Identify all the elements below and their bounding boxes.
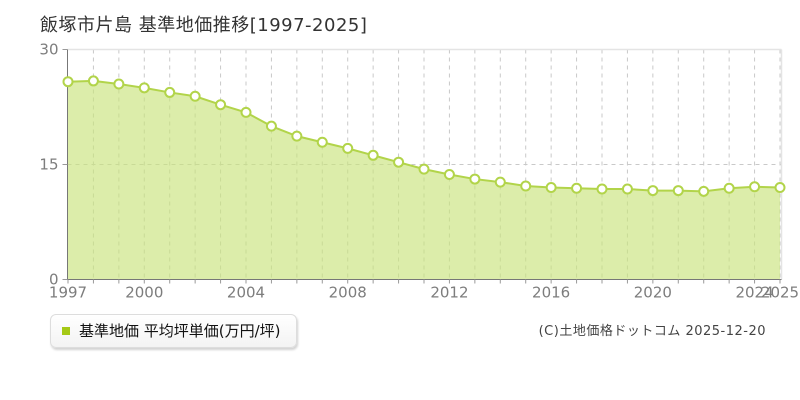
data-point-2025 [774, 182, 786, 193]
x-tick-label-2012: 2012 [430, 284, 468, 302]
data-point-2008 [342, 142, 354, 154]
data-point-1997 [62, 76, 74, 88]
data-point-2000 [138, 82, 150, 94]
y-tick-label-30: 30 [39, 41, 58, 59]
x-tick-label-2004: 2004 [227, 284, 265, 302]
data-point-2016 [545, 182, 557, 193]
data-point-2013 [469, 173, 481, 185]
data-point-2002 [189, 90, 201, 102]
x-tick-label-2024: 2024 [735, 284, 773, 302]
data-point-2005 [265, 120, 277, 132]
data-point-2017 [571, 182, 583, 194]
data-point-2014 [494, 176, 506, 188]
x-tick-label-1997: 1997 [49, 284, 87, 302]
data-point-2020 [647, 185, 659, 197]
data-point-1999 [113, 78, 125, 90]
data-point-2021 [672, 185, 684, 197]
data-point-2015 [520, 180, 532, 192]
x-tick-label-2025: 2025 [761, 284, 799, 302]
data-point-2024 [749, 181, 761, 193]
data-point-2007 [316, 136, 328, 148]
y-tick-label-15: 15 [39, 156, 58, 174]
data-point-1998 [87, 75, 99, 87]
x-tick-label-2008: 2008 [329, 284, 367, 302]
y-tick-label-0: 0 [49, 271, 59, 289]
data-point-2003 [215, 99, 227, 111]
data-point-2022 [698, 185, 710, 197]
data-point-2023 [723, 182, 735, 194]
page-title: 飯塚市片島 基準地価推移[1997-2025] [40, 15, 368, 36]
area-fill [68, 80, 780, 280]
data-point-2006 [291, 130, 303, 142]
data-point-2004 [240, 106, 252, 118]
x-tick-label-2000: 2000 [125, 284, 163, 302]
legend: 基準地価 平均坪単価(万円/坪) [50, 314, 297, 348]
data-point-2019 [621, 183, 633, 195]
x-tick-label-2016: 2016 [532, 284, 570, 302]
data-point-2001 [164, 86, 176, 98]
x-tick-label-2020: 2020 [634, 284, 672, 302]
legend-marker-icon [62, 326, 70, 335]
data-point-2010 [393, 156, 405, 168]
data-point-2012 [443, 168, 455, 180]
data-point-2011 [418, 163, 430, 175]
copyright-text: (C)土地価格ドットコム 2025-12-20 [538, 324, 766, 339]
legend-label: 基準地価 平均坪単価(万円/坪) [79, 322, 281, 340]
data-point-2009 [367, 149, 379, 161]
data-point-2018 [596, 183, 608, 195]
